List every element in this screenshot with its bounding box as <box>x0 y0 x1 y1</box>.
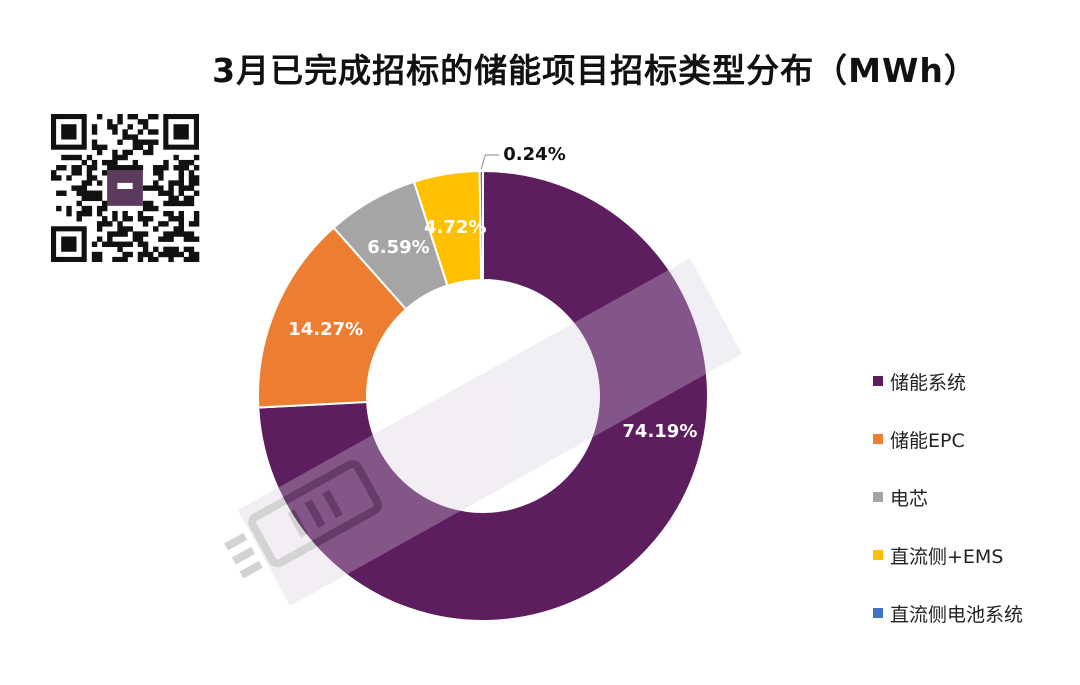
legend-swatch <box>873 608 883 618</box>
legend-label: 直流侧电池系统 <box>890 603 1024 626</box>
qr-code-icon <box>51 114 200 262</box>
watermark <box>224 258 742 606</box>
legend-item: 直流侧电池系统 <box>873 584 1073 642</box>
slice-label-storage-system: 74.19% <box>622 421 697 442</box>
legend: 储能系统 储能EPC 电芯 直流侧+EMS 直流侧电池系统 <box>873 352 1073 642</box>
legend-swatch <box>873 376 883 386</box>
slice-label-storage-epc: 14.27% <box>288 319 363 340</box>
legend-item: 电芯 <box>873 468 1073 526</box>
legend-item: 直流侧+EMS <box>873 526 1073 584</box>
slice-storage-epc <box>257 226 408 409</box>
legend-label: 直流侧+EMS <box>890 545 1004 568</box>
legend-label: 储能系统 <box>890 371 967 394</box>
legend-swatch <box>873 550 883 560</box>
watermark-band <box>238 258 742 606</box>
chart-title: 3月已完成招标的储能项目招标类型分布（MWh） <box>212 51 978 90</box>
slice-dc-side-battery-system <box>478 169 484 282</box>
legend-item: 储能系统 <box>873 352 1073 410</box>
slice-label-dc-side-ems: 4.72% <box>424 217 486 238</box>
legend-label: 电芯 <box>890 487 929 510</box>
watermark-logo-icon <box>224 459 383 579</box>
slice-storage-system <box>257 169 709 622</box>
legend-label: 储能EPC <box>890 429 965 452</box>
legend-item: 储能EPC <box>873 410 1073 468</box>
leader-line <box>480 154 500 170</box>
slice-label-cell: 6.59% <box>367 237 429 258</box>
legend-swatch <box>873 492 883 502</box>
donut-slices <box>257 169 709 622</box>
slice-labels: 74.19% 14.27% 6.59%4.72% 0.24% <box>288 144 697 442</box>
slice-label-dc-side-battery-system: 0.24% <box>503 144 565 165</box>
legend-swatch <box>873 434 883 444</box>
